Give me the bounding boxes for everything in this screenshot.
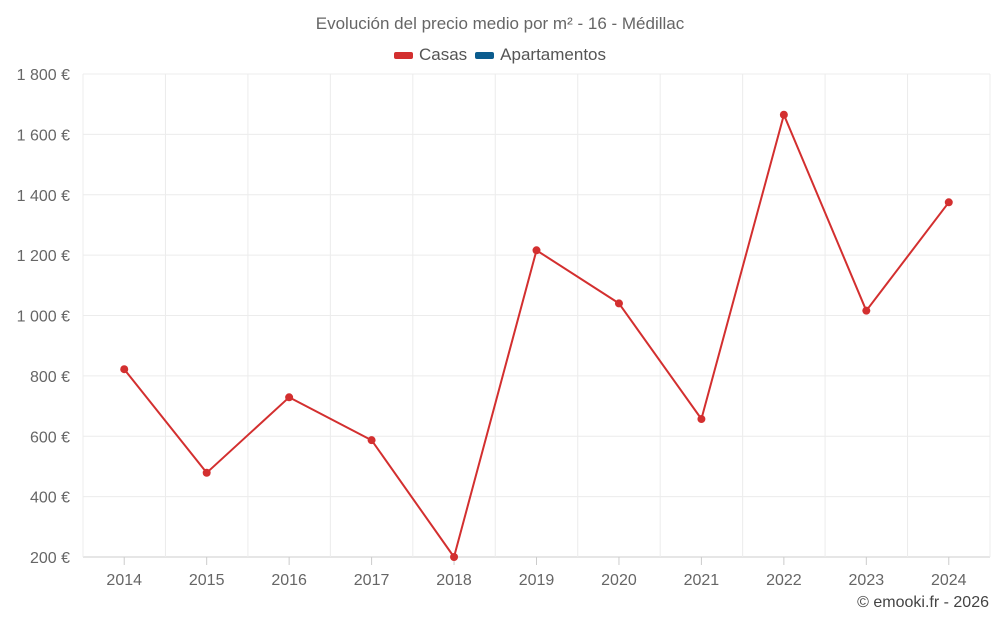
x-tick-label: 2015 <box>189 572 225 589</box>
axes: 200 € 400 € 600 € 800 € 1 000 € 1 200 € 1 400 … <box>17 67 967 589</box>
x-tick-label: 2021 <box>684 572 720 589</box>
y-tick-label: 200 € <box>30 550 70 567</box>
x-tick-label: 2020 <box>601 572 637 589</box>
data-point[interactable] <box>779 110 788 119</box>
legend-label-casas: Casas <box>418 45 468 64</box>
y-tick-label: 1 600 € <box>17 127 70 144</box>
legend-swatch-casas <box>393 51 413 59</box>
data-point[interactable] <box>285 393 294 402</box>
data-point[interactable] <box>697 415 706 424</box>
x-tick-label: 2023 <box>849 572 885 589</box>
y-tick-label: 1 400 € <box>17 188 70 205</box>
credit-text: © emooki.fr - 2026 <box>857 594 989 611</box>
legend-label-apartamentos: Apartamentos <box>500 45 607 64</box>
y-tick-label: 1 000 € <box>17 309 70 326</box>
data-point[interactable] <box>120 365 129 374</box>
x-tick-label: 2022 <box>766 572 802 589</box>
data-point[interactable] <box>862 306 871 315</box>
y-tick-label: 1 800 € <box>17 67 70 84</box>
data-point[interactable] <box>614 299 623 308</box>
data-point[interactable] <box>532 246 541 255</box>
x-tick-label: 2018 <box>436 572 472 589</box>
x-tick-label: 2019 <box>519 572 555 589</box>
data-point[interactable] <box>367 436 376 445</box>
x-tick-label: 2016 <box>271 572 307 589</box>
y-tick-label: 600 € <box>30 429 70 446</box>
y-tick-label: 400 € <box>30 490 70 507</box>
legend-item-apartamentos[interactable]: Apartamentos <box>475 45 606 65</box>
series-layer <box>120 110 953 561</box>
x-tick-label: 2017 <box>354 572 390 589</box>
chart-title: Evolución del precio medio por m² - 16 -… <box>315 14 685 33</box>
y-tick-label: 800 € <box>30 369 70 386</box>
legend-swatch-apartamentos <box>475 51 495 59</box>
grid <box>82 73 991 558</box>
data-point[interactable] <box>202 468 211 477</box>
legend: Casas Apartamentos <box>0 45 1000 65</box>
data-point[interactable] <box>450 553 459 561</box>
x-tick-label: 2024 <box>931 572 967 589</box>
y-tick-label: 1 200 € <box>17 248 70 265</box>
x-tick-label: 2014 <box>106 572 142 589</box>
legend-item-casas[interactable]: Casas <box>393 45 468 65</box>
data-point[interactable] <box>944 198 953 207</box>
